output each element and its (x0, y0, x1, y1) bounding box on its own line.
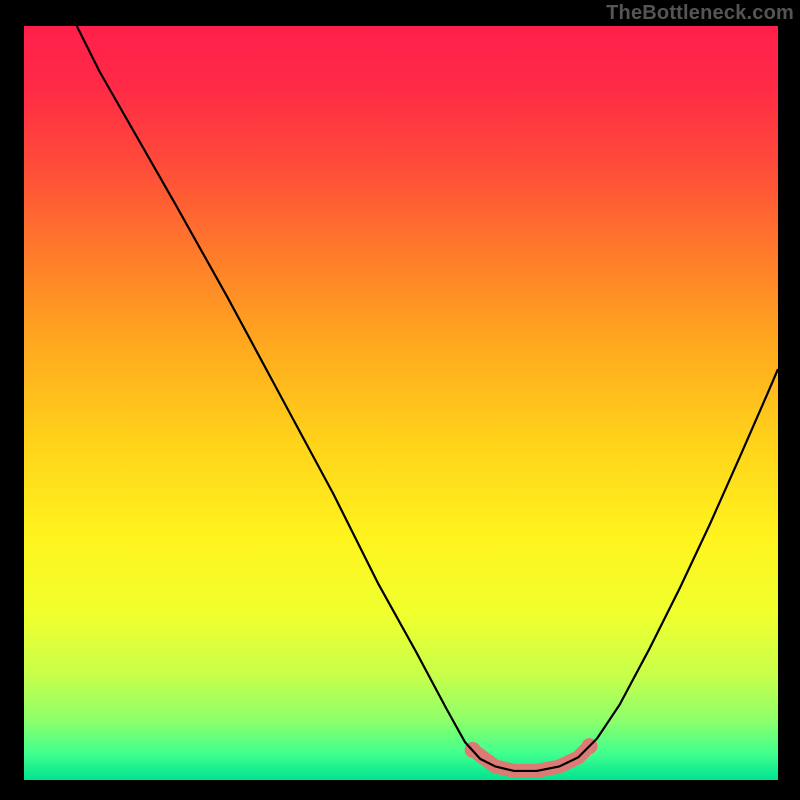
watermark-text: TheBottleneck.com (606, 2, 794, 25)
bottleneck-curve-chart (24, 26, 778, 780)
chart-container: TheBottleneck.com (0, 0, 800, 800)
plot-area (24, 26, 778, 780)
